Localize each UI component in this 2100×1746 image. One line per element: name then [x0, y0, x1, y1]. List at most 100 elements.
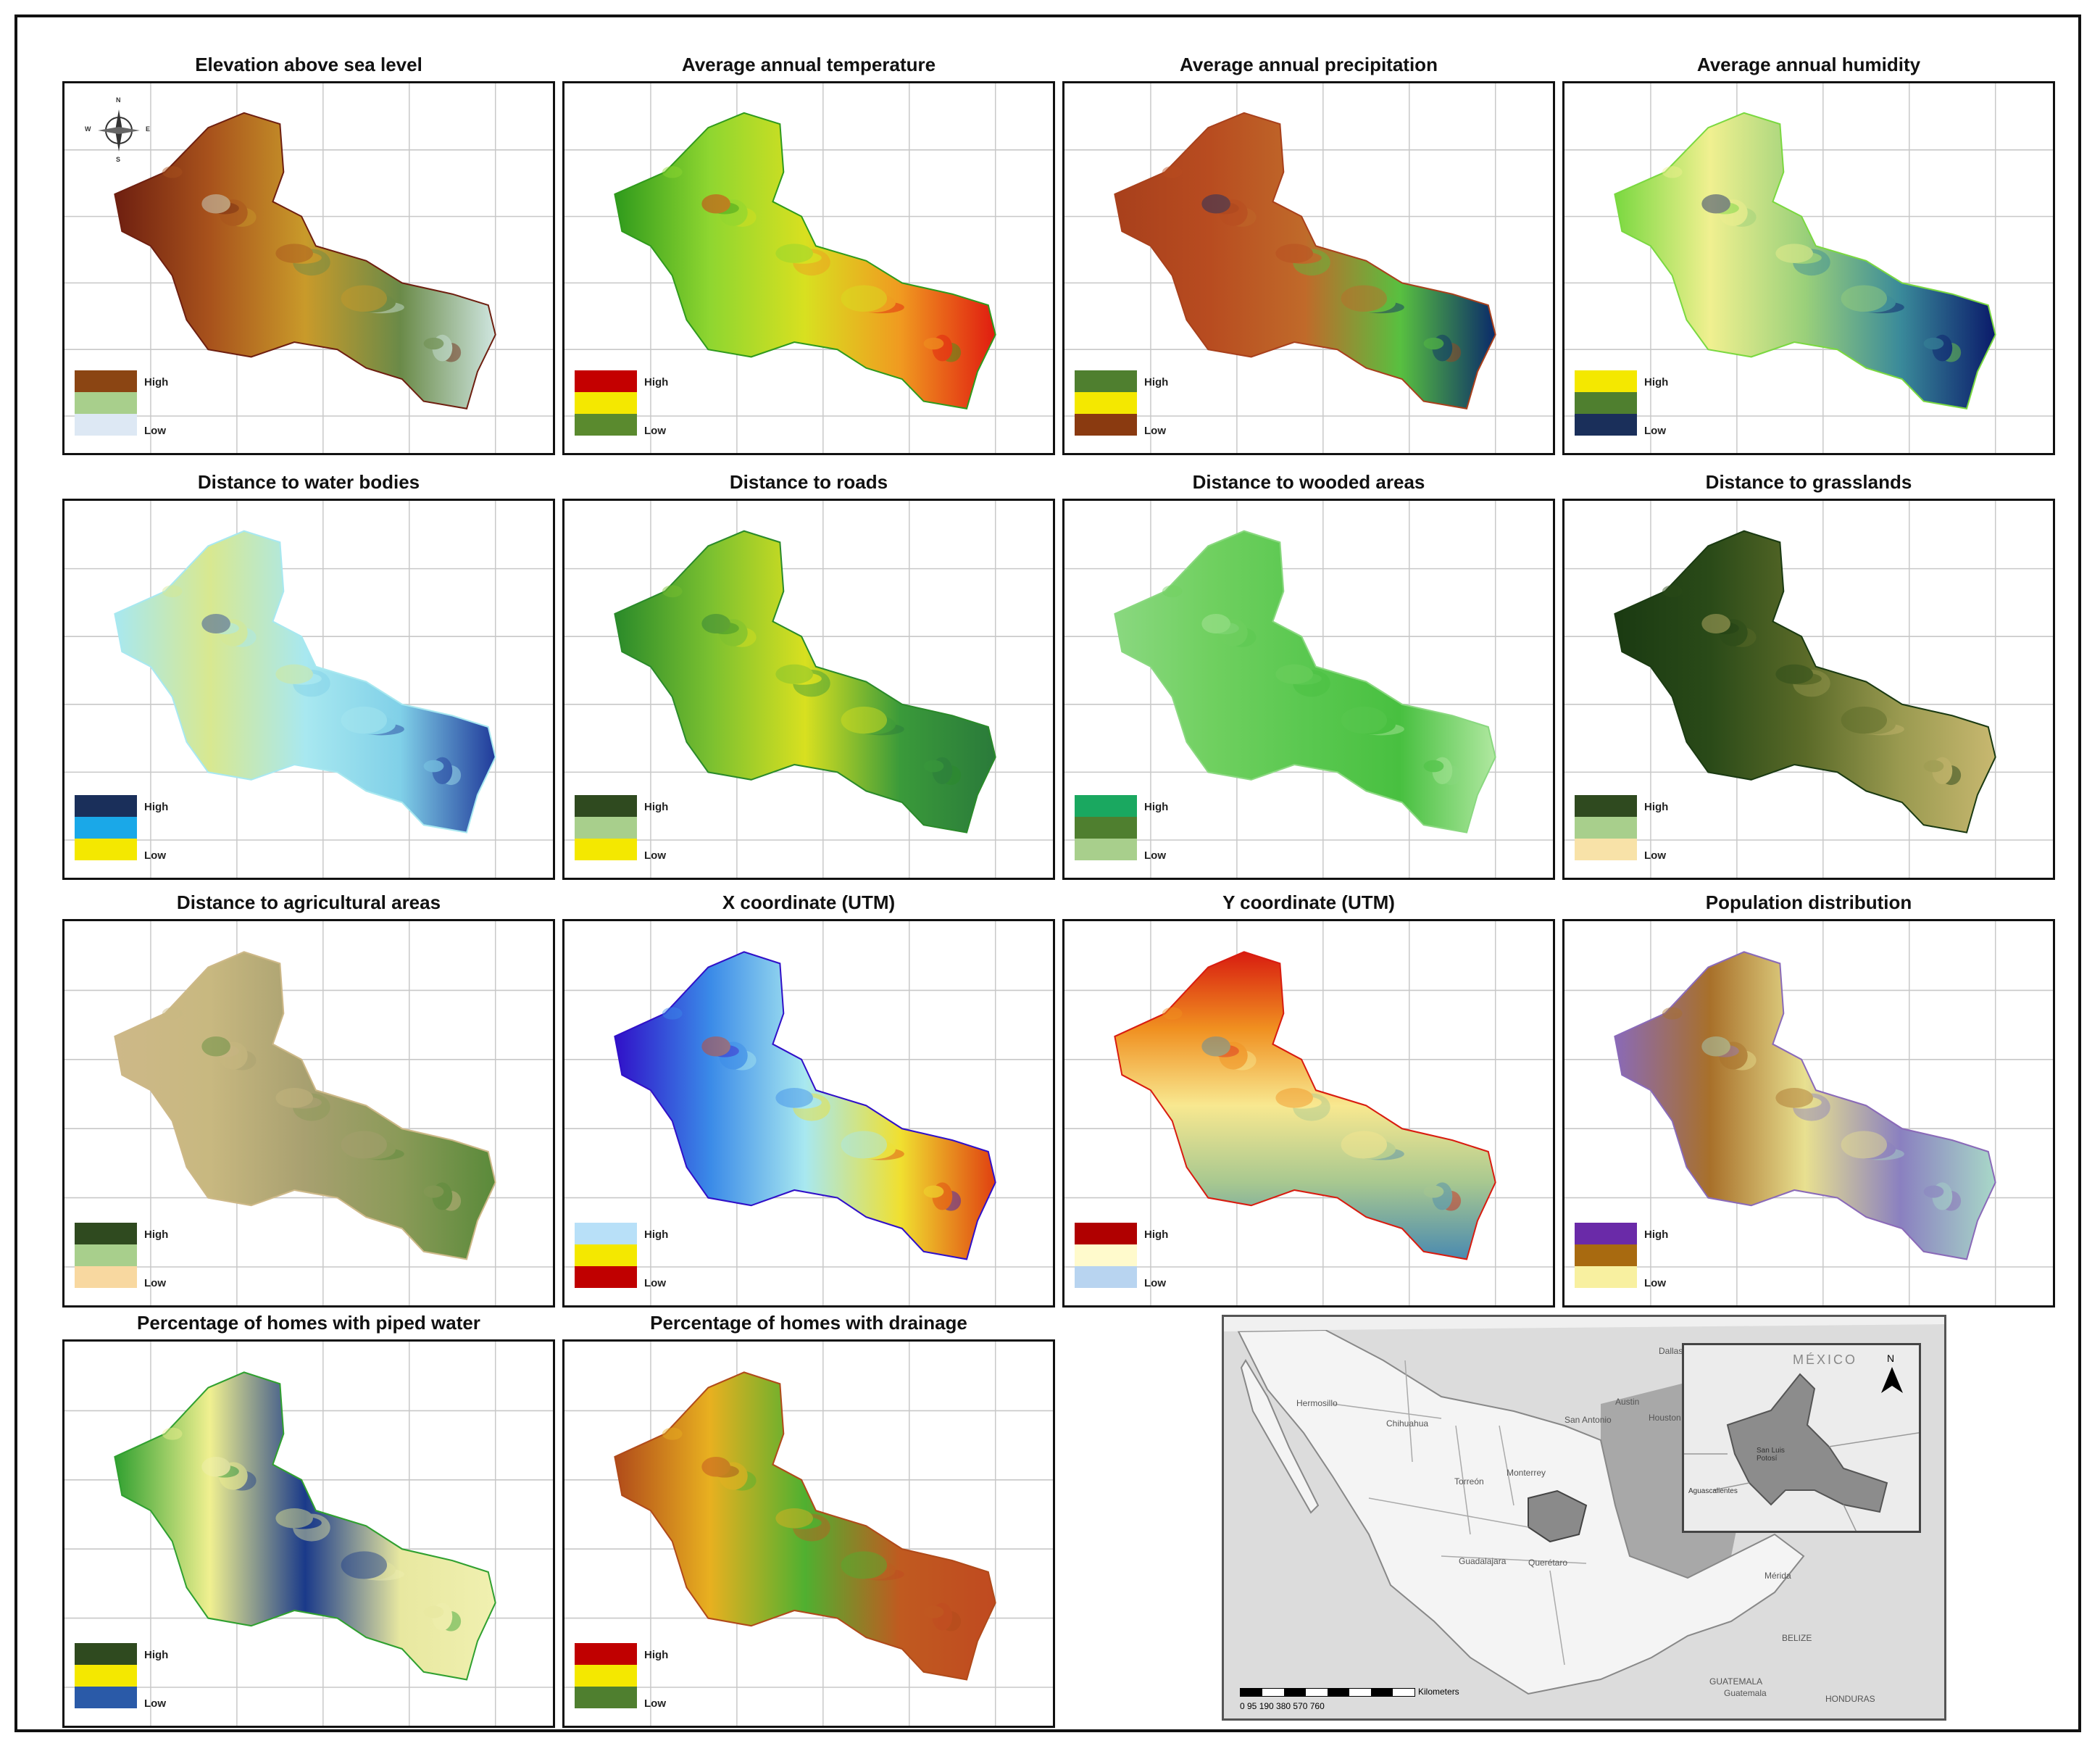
texture-patch — [1727, 207, 1757, 227]
map-legend: High Low — [1075, 795, 1168, 862]
panel-title: Distance to grasslands — [1705, 471, 1912, 493]
texture-patch — [1775, 244, 1813, 263]
map-legend: High Low — [1575, 370, 1668, 437]
texture-patch — [1210, 202, 1239, 215]
texture-patch — [858, 301, 904, 314]
texture-patch — [1162, 585, 1183, 598]
map-legend: High Low — [75, 795, 168, 862]
texture-patch — [201, 1457, 230, 1477]
texture-patch — [441, 1191, 462, 1211]
state-region — [614, 112, 996, 410]
map-panel: X coordinate (UTM) High Low — [562, 887, 1055, 1308]
legend-high-label: High — [1644, 801, 1669, 813]
texture-patch — [1775, 664, 1813, 684]
texture-patch — [841, 285, 888, 312]
map-panel: Distance to roads High Low — [562, 467, 1055, 880]
texture-patch — [349, 715, 396, 735]
panel-title: Population distribution — [1705, 891, 1912, 913]
texture-patch — [932, 757, 953, 785]
map-label: Mérida — [1764, 1571, 1791, 1581]
map-frame: High Low — [562, 499, 1055, 880]
map-texture — [1662, 585, 1962, 786]
legend-swatch — [575, 414, 637, 436]
legend-high-label: High — [144, 376, 169, 388]
texture-patch — [932, 334, 953, 362]
legend-low-label: Low — [644, 1697, 666, 1710]
texture-patch — [1932, 757, 1953, 785]
texture-patch — [775, 1088, 813, 1108]
texture-patch — [1710, 622, 1739, 635]
texture-patch — [201, 194, 230, 214]
map-legend: High Low — [75, 1223, 168, 1289]
texture-patch — [941, 1191, 962, 1211]
texture-patch — [1923, 1185, 1944, 1198]
panel-title: Distance to agricultural areas — [176, 891, 441, 913]
thematic-map — [64, 501, 553, 878]
state-region — [614, 1371, 996, 1681]
texture-patch — [719, 619, 748, 647]
texture-patch — [349, 293, 396, 313]
legend-swatch — [575, 1223, 637, 1244]
texture-patch — [341, 285, 388, 312]
map-texture — [1662, 1007, 1962, 1211]
texture-patch — [1941, 1191, 1962, 1211]
texture-patch — [227, 1471, 257, 1491]
map-frame: High Low — [562, 81, 1055, 455]
state-region — [1114, 112, 1496, 410]
mexico-outline-map — [1224, 1317, 1944, 1718]
legend-swatch — [1075, 1244, 1137, 1266]
texture-patch — [210, 202, 239, 215]
texture-patch — [1849, 1139, 1896, 1160]
texture-patch — [775, 664, 813, 684]
texture-patch — [423, 337, 444, 350]
texture-patch — [1793, 1093, 1830, 1121]
legend-high-label: High — [1644, 376, 1669, 388]
zoom-inset-slp: MÉXICO San Luis Potosí Aguascalientes N — [1682, 1343, 1921, 1533]
map-texture — [1162, 585, 1462, 786]
thematic-map — [564, 501, 1053, 878]
texture-patch — [1341, 1131, 1388, 1159]
legend-swatch — [75, 1687, 137, 1708]
texture-patch — [441, 765, 462, 786]
texture-patch — [341, 706, 388, 734]
legend-swatch — [575, 1643, 637, 1665]
texture-patch — [162, 1427, 183, 1440]
texture-patch — [1719, 619, 1748, 647]
texture-patch — [1841, 706, 1888, 734]
legend-high-label: High — [1644, 1229, 1669, 1241]
texture-patch — [1441, 1191, 1462, 1211]
texture-patch — [858, 1147, 904, 1160]
legend-high-label: High — [1144, 1229, 1169, 1241]
scale-bar — [1240, 1688, 1415, 1697]
map-label: Guatemala — [1724, 1688, 1767, 1698]
legend-swatch — [75, 414, 137, 436]
texture-patch — [219, 1042, 248, 1070]
compass-w-label: W — [85, 125, 91, 133]
texture-patch — [719, 1462, 748, 1490]
texture-patch — [227, 207, 257, 227]
thematic-map — [64, 83, 553, 453]
panel-title: Average annual precipitation — [1180, 54, 1438, 75]
state-region — [614, 530, 996, 833]
texture-patch — [1227, 1050, 1257, 1071]
texture-patch — [1662, 1007, 1683, 1020]
texture-patch — [923, 1605, 944, 1618]
legend-high-label: High — [1144, 376, 1169, 388]
legend-swatch — [575, 392, 637, 414]
texture-patch — [923, 337, 944, 350]
texture-patch — [201, 614, 230, 634]
texture-patch — [1662, 166, 1683, 178]
texture-patch — [1423, 337, 1444, 350]
legend-swatch — [1075, 370, 1137, 392]
map-panel: Distance to grasslands High Low — [1562, 467, 2055, 880]
legend-swatch — [1575, 839, 1637, 860]
texture-patch — [1358, 723, 1404, 736]
legend-low-label: Low — [644, 425, 666, 437]
map-frame: High Low — [62, 1339, 555, 1728]
texture-patch — [1432, 1182, 1453, 1210]
texture-patch — [275, 664, 313, 684]
map-panel: Elevation above sea level High Low N S E W — [62, 49, 555, 455]
map-label: Austin — [1615, 1397, 1640, 1407]
legend-swatch — [75, 370, 137, 392]
north-arrow-icon: N — [1874, 1352, 1910, 1396]
